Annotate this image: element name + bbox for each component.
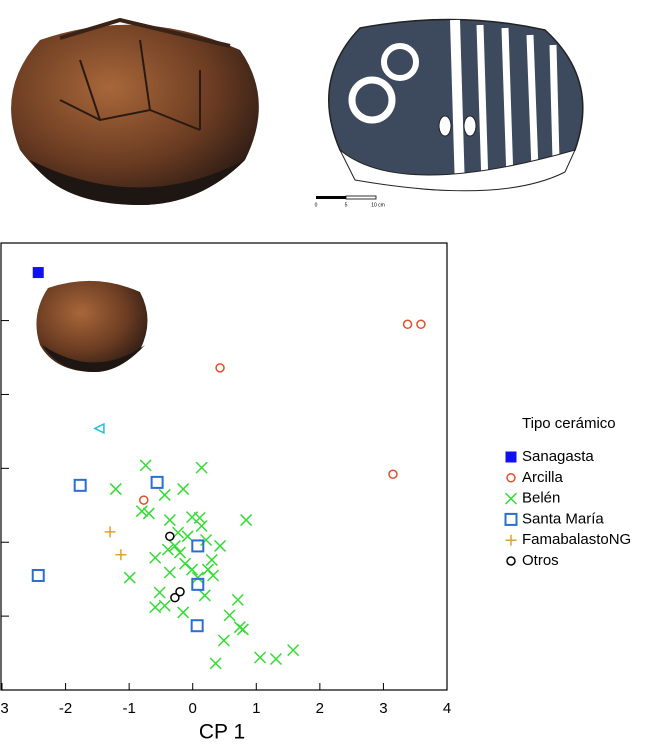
x-tick-label: -3 — [0, 700, 9, 717]
x-tick-label: 2 — [316, 700, 324, 717]
point — [186, 563, 199, 576]
legend-title: Tipo cerámico — [522, 415, 616, 432]
x-axis-label: CP 1 — [199, 721, 245, 744]
point — [177, 606, 190, 619]
x-tick-label: 0 — [189, 700, 197, 717]
point — [236, 623, 249, 636]
x-tick-label: 4 — [443, 700, 451, 717]
point — [207, 569, 220, 582]
point — [163, 514, 176, 527]
scale-label: 5 — [345, 202, 348, 208]
point — [181, 530, 194, 543]
point — [177, 483, 190, 496]
point — [191, 571, 204, 584]
x-tick-label: -1 — [122, 700, 135, 717]
legend-label: Santa María — [522, 510, 604, 527]
point — [150, 475, 164, 489]
point — [240, 514, 253, 527]
point — [73, 478, 87, 492]
point — [149, 551, 162, 564]
legend-marker — [505, 451, 517, 463]
pot-drawing — [328, 18, 584, 192]
x-tick-label: -2 — [59, 700, 72, 717]
legend-marker — [505, 534, 517, 546]
point — [191, 577, 205, 591]
scale-label: 10 cm — [371, 202, 385, 208]
legend-label: Arcilla — [522, 469, 563, 486]
point — [158, 488, 171, 501]
pot-photo — [11, 17, 259, 205]
point — [109, 483, 122, 496]
point — [402, 319, 413, 330]
point — [191, 539, 205, 553]
point — [139, 459, 152, 472]
x-tick-label: 1 — [252, 700, 260, 717]
point — [195, 519, 208, 533]
point — [175, 586, 185, 597]
point — [254, 651, 267, 664]
legend-label: Belén — [522, 490, 560, 507]
point — [388, 469, 398, 480]
point — [139, 495, 149, 505]
inset-pot — [36, 280, 148, 372]
point — [214, 539, 227, 552]
point — [179, 557, 192, 570]
point — [195, 461, 208, 474]
point — [163, 566, 176, 579]
point — [31, 568, 45, 582]
point — [104, 526, 116, 538]
point — [135, 505, 148, 518]
legend-marker — [504, 492, 518, 505]
point — [158, 599, 171, 612]
point — [153, 586, 166, 599]
point — [223, 609, 236, 622]
legend-label: Sanagasta — [522, 448, 594, 465]
legend-label: FamabalastoNG — [522, 531, 631, 548]
point — [198, 589, 211, 602]
point — [93, 422, 105, 435]
point — [149, 601, 162, 614]
x-tick-label: 3 — [379, 700, 387, 717]
point — [115, 549, 127, 561]
point — [215, 363, 225, 373]
point — [173, 546, 187, 559]
legend-label: Otros — [522, 552, 559, 569]
point — [416, 319, 426, 330]
point — [190, 619, 204, 633]
point — [142, 507, 155, 520]
point — [161, 543, 174, 556]
point — [193, 511, 206, 524]
point — [231, 593, 244, 606]
scale-label: 0 — [315, 202, 318, 208]
point — [287, 644, 300, 657]
legend-marker — [506, 473, 516, 483]
point — [170, 592, 180, 603]
legend-marker — [504, 512, 518, 526]
point — [165, 531, 175, 542]
point — [217, 634, 230, 647]
plot-frame — [0, 242, 448, 691]
point — [32, 267, 44, 279]
point — [209, 657, 222, 670]
legend-marker — [506, 556, 516, 566]
scale-bar: 0 5 10 cm — [315, 195, 385, 208]
point — [168, 539, 181, 552]
point — [205, 553, 218, 566]
point — [123, 571, 136, 584]
point — [269, 652, 283, 665]
